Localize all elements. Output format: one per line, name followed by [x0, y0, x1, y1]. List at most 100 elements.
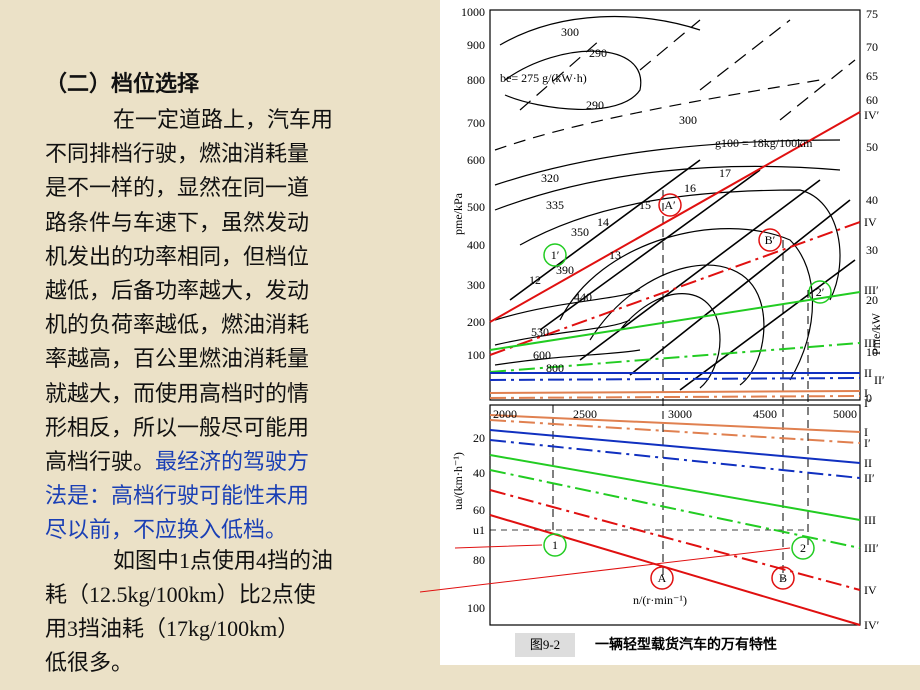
- gear-label: II: [864, 456, 872, 470]
- curve-label: 290: [586, 98, 604, 112]
- gear-label: I: [864, 386, 868, 400]
- axis-label: n/(r·min⁻¹): [633, 593, 687, 607]
- gear-label: IV′: [864, 618, 880, 632]
- y-tick-label: 900: [467, 38, 485, 52]
- body-line: 不同排档行驶，燃油消耗量: [45, 141, 310, 167]
- gear-label: I′: [864, 396, 871, 410]
- body-line: 高档行驶。: [45, 449, 156, 474]
- body-line: 机的负荷率越低，燃油消耗: [45, 312, 310, 338]
- curve-label: 12: [529, 273, 541, 287]
- y-tick-label: 600: [467, 153, 485, 167]
- curve-label: 320: [541, 171, 559, 185]
- gear-label: III: [864, 336, 876, 350]
- body-line: 形相反，所以一般尽可能用: [45, 414, 310, 440]
- gear-label: IV′: [864, 108, 880, 122]
- curve-label: 350: [571, 225, 589, 239]
- y-tick-label: 700: [467, 116, 485, 130]
- point-label: A: [658, 571, 667, 585]
- body-line: 越低，后备功率越大，发动: [45, 278, 310, 303]
- gear-label: III′: [864, 283, 879, 297]
- point-label: 2: [800, 541, 806, 555]
- gear-label: III′: [864, 541, 879, 555]
- gear-label: II′: [864, 471, 875, 485]
- y2-tick-label: 75: [866, 7, 878, 21]
- curve-label: g100 = 18kg/100km: [715, 136, 813, 150]
- example-line: 低很多。: [45, 650, 134, 675]
- gear-label: IV: [864, 215, 877, 229]
- gear-label: IV: [864, 583, 877, 597]
- x-tick-label: 2500: [573, 407, 597, 421]
- curve-label: 15: [639, 198, 651, 212]
- y-tick-label: 100: [467, 348, 485, 362]
- y-tick-label: 200: [467, 315, 485, 329]
- body-line: 在一定道路上，汽车用: [113, 107, 334, 132]
- emphasis-line: 法是：高档行驶可能性未用: [45, 483, 310, 509]
- y2-tick-label: 70: [866, 40, 878, 54]
- y-tick-label: 500: [467, 200, 485, 214]
- gear-label: II: [864, 366, 872, 380]
- y-tick-label: 100: [467, 601, 485, 615]
- curve-label: 14: [597, 215, 609, 229]
- x-tick-label: 3000: [668, 407, 692, 421]
- curve-label: 335: [546, 198, 564, 212]
- y2-tick-label: 30: [866, 243, 878, 257]
- x-tick-label: 4500: [753, 407, 777, 421]
- x-tick-label: 2000: [493, 407, 517, 421]
- point-label: A′: [664, 198, 676, 212]
- body-line: 是不一样的，显然在同一道: [45, 175, 310, 201]
- body-line: 机发出的功率相同，但档位: [45, 243, 310, 269]
- y-tick-label: 800: [467, 73, 485, 87]
- curve-label: 300: [679, 113, 697, 127]
- curve-label: 13: [609, 248, 621, 262]
- y-tick-label: 1000: [461, 5, 485, 19]
- curve-label: 530: [531, 325, 549, 339]
- x-tick-label: 5000: [833, 407, 857, 421]
- gear-label: III: [864, 513, 876, 527]
- example-line: 如图中1点使用4挡的油: [113, 548, 334, 573]
- curve-label: 16: [684, 181, 696, 195]
- curve-label: 800: [546, 361, 564, 375]
- y2-tick-label: 60: [866, 93, 878, 107]
- y2-tick-label: 20: [866, 293, 878, 307]
- point-label: 2′: [816, 285, 825, 299]
- caption-title: 一辆轻型载货汽车的万有特性: [595, 636, 777, 653]
- y-tick-label: 20: [473, 431, 485, 445]
- emphasis-line: 尽以前，不应换入低档。: [45, 517, 288, 543]
- gear-label: I: [864, 425, 868, 439]
- point-label: B: [779, 571, 787, 585]
- point-label: B′: [765, 233, 776, 247]
- point-label: 1′: [551, 248, 560, 262]
- body-line: 路条件与车速下，虽然发动: [45, 209, 310, 235]
- y-tick-label: 400: [467, 238, 485, 252]
- curve-label: 290: [589, 46, 607, 60]
- axis-label: pme/kPa: [451, 192, 465, 235]
- point-label: 1: [552, 538, 558, 552]
- axis-label: Pme/kW: [869, 312, 883, 355]
- body-line: 就越大，而使用高档时的情: [45, 380, 310, 406]
- y-tick-label: 40: [473, 466, 485, 480]
- curve-label: 390: [556, 263, 574, 277]
- axis-label: ua/(km·h⁻¹): [451, 452, 465, 510]
- y2-tick-label: 0: [866, 391, 872, 405]
- example-line: 用3挡油耗（17kg/100km）: [45, 616, 300, 641]
- gear-label: II′: [874, 373, 885, 387]
- heading: （二）档位选择: [45, 71, 200, 96]
- y-tick-label: 60: [473, 503, 485, 517]
- curve-label: 440: [574, 290, 592, 304]
- y2-tick-label: 50: [866, 140, 878, 154]
- gear-label: I′: [864, 436, 871, 450]
- body-line: 率越高，百公里燃油消耗量: [45, 346, 310, 372]
- curve-label: be= 275 g/(kW·h): [500, 71, 587, 85]
- example-line: 耗（12.5kg/100km）比2点使: [45, 582, 316, 607]
- y2-tick-label: 40: [866, 193, 878, 207]
- curve-label: 17: [719, 166, 731, 180]
- curve-label: 600: [533, 348, 551, 362]
- y2-tick-label: 65: [866, 69, 878, 83]
- y2-tick-label: 10: [866, 345, 878, 359]
- y-tick-label: u1: [473, 523, 485, 537]
- curve-label: 300: [561, 25, 579, 39]
- y-tick-label: 80: [473, 553, 485, 567]
- emphasis-line: 最经济的驾驶方: [155, 449, 310, 474]
